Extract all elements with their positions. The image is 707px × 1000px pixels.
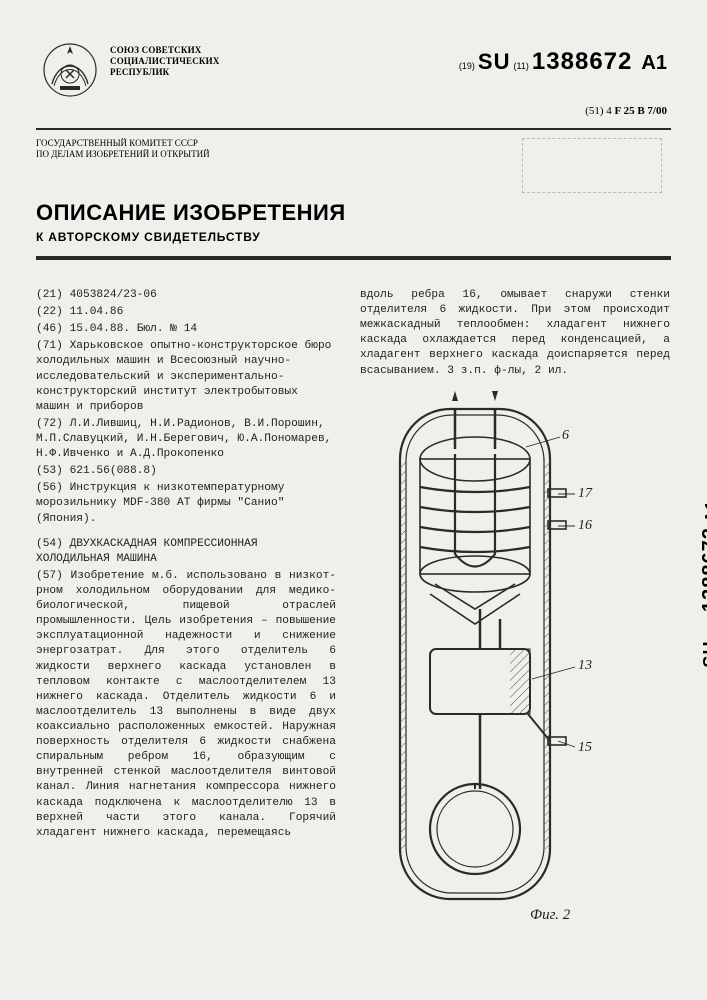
publication-number: (19) SU (11) 1388672 A1 <box>459 48 667 76</box>
country-code: SU <box>478 49 511 74</box>
field-53: (53) 621.56(088.8) <box>36 464 336 479</box>
column-left: (21) 4053824/23-06 (22) 11.04.86 (46) 15… <box>36 288 336 843</box>
ussr-emblem-icon <box>40 40 100 100</box>
field-72: (72) Л.И.Лившиц, Н.И.Радионов, В.И.Порош… <box>36 417 336 462</box>
ref-16: 16 <box>578 518 592 533</box>
divider-thick <box>36 256 671 260</box>
figure-2: 6 17 16 13 15 Фиг. 2 <box>360 389 600 929</box>
ref-15: 15 <box>578 740 592 755</box>
union-line: РЕСПУБЛИК <box>110 67 220 78</box>
side-su: SU <box>700 641 707 668</box>
union-line: СОЮЗ СОВЕТСКИХ <box>110 45 220 56</box>
class-code: F 25 B 7/00 <box>615 105 667 117</box>
committee-label: ГОСУДАРСТВЕННЫЙ КОМИТЕТ СССР ПО ДЕЛАМ ИЗ… <box>36 138 210 161</box>
pub-number: 1388672 <box>532 48 632 75</box>
code-19: (19) <box>459 61 475 71</box>
pub-kind: A1 <box>641 52 667 74</box>
field-71: (71) Харьковское опытно-конструкторское … <box>36 339 336 415</box>
union-label: СОЮЗ СОВЕТСКИХ СОЦИАЛИСТИЧЕСКИХ РЕСПУБЛИ… <box>110 45 220 77</box>
doc-title: ОПИСАНИЕ ИЗОБРЕТЕНИЯ <box>36 200 346 226</box>
column-right: вдоль ребра 16, омывает снаружи стенки о… <box>360 288 670 929</box>
field-57-cont: вдоль ребра 16, омывает снаружи стенки о… <box>360 288 670 379</box>
divider-thin <box>36 128 671 130</box>
side-pub-number: (19) SU (11) 1388672 A1 <box>699 500 707 692</box>
patent-page: СОЮЗ СОВЕТСКИХ СОЦИАЛИСТИЧЕСКИХ РЕСПУБЛИ… <box>0 0 707 1000</box>
field-22: (22) 11.04.86 <box>36 305 336 320</box>
class-prefix: (51) 4 <box>585 105 612 117</box>
side-kind: A1 <box>703 500 707 522</box>
union-line: СОЦИАЛИСТИЧЕСКИХ <box>110 56 220 67</box>
title-block: ОПИСАНИЕ ИЗОБРЕТЕНИЯ К АВТОРСКОМУ СВИДЕТ… <box>36 200 346 244</box>
library-stamp <box>522 138 662 193</box>
field-46: (46) 15.04.88. Бюл. № 14 <box>36 322 336 337</box>
doc-subtitle: К АВТОРСКОМУ СВИДЕТЕЛЬСТВУ <box>36 230 346 244</box>
figure-caption: Фиг. 2 <box>530 907 571 923</box>
field-56: (56) Инструкция к низкотемпературному мо… <box>36 481 336 526</box>
field-57: (57) Изобретение м.б. использовано в низ… <box>36 569 336 841</box>
ref-6: 6 <box>562 428 569 443</box>
ref-17: 17 <box>578 486 593 501</box>
committee-line: ПО ДЕЛАМ ИЗОБРЕТЕНИЙ И ОТКРЫТИЙ <box>36 149 210 160</box>
code-11: (11) <box>514 61 529 71</box>
committee-line: ГОСУДАРСТВЕННЫЙ КОМИТЕТ СССР <box>36 138 210 149</box>
side-num: 1388672 <box>699 527 707 612</box>
field-21: (21) 4053824/23-06 <box>36 288 336 303</box>
ipc-class: (51) 4 F 25 B 7/00 <box>585 105 667 117</box>
ref-13: 13 <box>578 658 592 673</box>
field-54: (54) ДВУХКАСКАДНАЯ КОМПРЕССИОННАЯ ХОЛОДИ… <box>36 537 336 567</box>
